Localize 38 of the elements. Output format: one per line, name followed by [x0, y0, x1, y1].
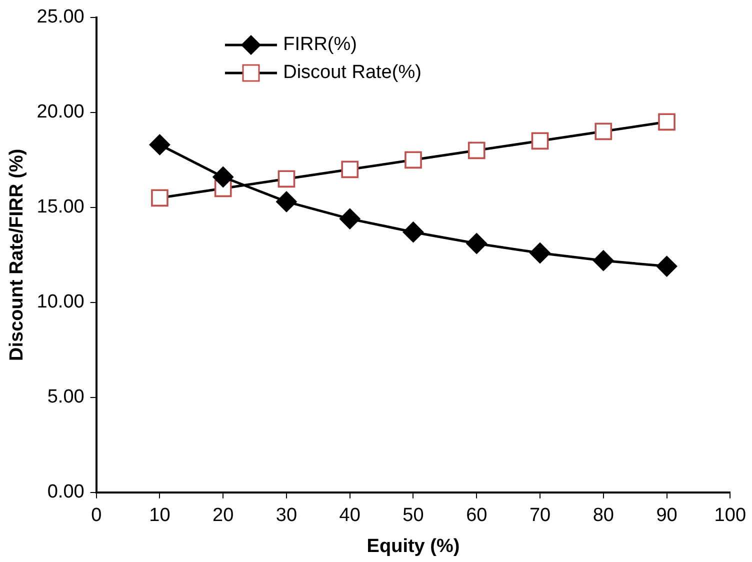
y-tick-label: 10.00: [36, 292, 84, 313]
point: [404, 151, 422, 169]
point: [151, 189, 168, 207]
point: [466, 233, 488, 254]
x-tick-label: 50: [402, 505, 424, 526]
x-tick-label: 90: [656, 505, 678, 526]
point: [276, 191, 297, 212]
y-tick-label: 20.00: [36, 102, 84, 123]
y-tick-label: 5.00: [47, 386, 84, 408]
point: [341, 160, 359, 178]
point: [531, 132, 549, 150]
point: [530, 242, 551, 264]
x-tick-label: 10: [149, 505, 170, 526]
x-tick-label: 40: [339, 505, 360, 526]
x-axis-title: Equity (%): [366, 536, 460, 557]
point: [149, 134, 170, 156]
legend-label: FIRR(%): [283, 34, 357, 56]
y-axis-title: Discount Rate/FIRR (%): [6, 148, 28, 361]
x-tick-label: 100: [714, 505, 746, 526]
x-tick-label: 0: [91, 505, 102, 526]
point: [658, 113, 676, 131]
point: [402, 222, 424, 243]
point: [339, 208, 360, 230]
point: [468, 142, 486, 160]
point: [594, 122, 612, 140]
point: [278, 170, 296, 188]
y-tick-label: 15.00: [36, 196, 84, 218]
x-tick-label: 60: [466, 505, 488, 526]
x-tick-label: 80: [592, 505, 614, 526]
point: [656, 256, 678, 277]
x-tick-label: 20: [212, 505, 234, 526]
x-tick-label: 30: [276, 505, 298, 526]
y-tick-label: 25.00: [36, 6, 84, 28]
point: [212, 166, 234, 188]
legend-label: Discout Rate(%): [283, 62, 422, 84]
y-tick-label: 0.00: [47, 482, 84, 503]
x-tick-label: 70: [529, 505, 551, 526]
point: [592, 250, 614, 272]
